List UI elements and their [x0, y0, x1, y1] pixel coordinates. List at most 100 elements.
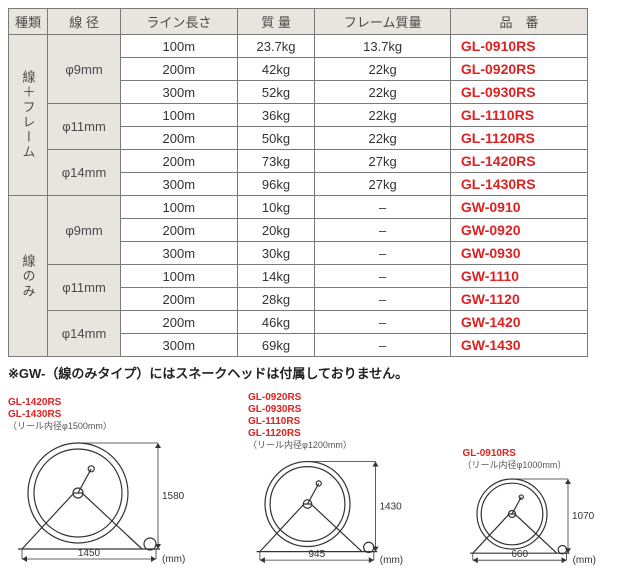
- col-type: 種類: [9, 9, 48, 35]
- len-cell: 100m: [121, 196, 238, 219]
- svg-text:1580: 1580: [162, 491, 185, 502]
- part-number-cell: GW-0910: [450, 196, 587, 219]
- table-row: φ14mm200m46kg–GW-1420: [9, 311, 588, 334]
- fmass-cell: 22kg: [315, 81, 450, 104]
- table-row: φ14mm200m73kg27kgGL-1420RS: [9, 150, 588, 173]
- col-part-no: 品 番: [450, 9, 587, 35]
- mass-cell: 42kg: [237, 58, 315, 81]
- diagram: GL-1420RSGL-1430RS（リール内径φ1500mm） 1580 1450…: [8, 397, 228, 579]
- mass-cell: 36kg: [237, 104, 315, 127]
- col-frame-mass: フレーム質量: [315, 9, 450, 35]
- mass-cell: 14kg: [237, 265, 315, 288]
- len-cell: 200m: [121, 311, 238, 334]
- mass-cell: 28kg: [237, 288, 315, 311]
- fmass-cell: –: [315, 196, 450, 219]
- table-row: φ11mm100m36kg22kgGL-1110RS: [9, 104, 588, 127]
- diagram-labels: GL-0920RSGL-0930RSGL-1110RSGL-1120RS（リール…: [248, 392, 443, 451]
- len-cell: 100m: [121, 265, 238, 288]
- category-cell: 線のみ: [9, 196, 48, 357]
- diagram-subtitle: （リール内径φ1500mm）: [8, 421, 228, 432]
- fmass-cell: –: [315, 311, 450, 334]
- col-length: ライン長さ: [121, 9, 238, 35]
- mass-cell: 52kg: [237, 81, 315, 104]
- part-number-cell: GL-0930RS: [450, 81, 587, 104]
- table-row: 線のみφ9mm100m10kg–GW-0910: [9, 196, 588, 219]
- mass-cell: 46kg: [237, 311, 315, 334]
- fmass-cell: –: [315, 265, 450, 288]
- mass-cell: 50kg: [237, 127, 315, 150]
- svg-text:945: 945: [309, 549, 326, 560]
- spec-table-body: 線＋フレームφ9mm100m23.7kg13.7kgGL-0910RS200m4…: [9, 35, 588, 357]
- diameter-cell: φ11mm: [48, 265, 121, 311]
- diagram-labels: GL-1420RSGL-1430RS（リール内径φ1500mm）: [8, 397, 228, 432]
- mass-cell: 96kg: [237, 173, 315, 196]
- fmass-cell: –: [315, 219, 450, 242]
- diagram: GL-0910RS（リール内径φ1000mm） 1070 660 (mm): [463, 448, 632, 579]
- diagram-part-number: GL-0930RS: [248, 404, 443, 416]
- part-number-cell: GW-1120: [450, 288, 587, 311]
- part-number-cell: GW-1430: [450, 334, 587, 357]
- table-row: φ11mm100m14kg–GW-1110: [9, 265, 588, 288]
- part-number-cell: GW-0920: [450, 219, 587, 242]
- diameter-cell: φ14mm: [48, 150, 121, 196]
- diameter-cell: φ9mm: [48, 196, 121, 265]
- fmass-cell: 22kg: [315, 104, 450, 127]
- len-cell: 200m: [121, 127, 238, 150]
- len-cell: 300m: [121, 81, 238, 104]
- len-cell: 100m: [121, 104, 238, 127]
- fmass-cell: –: [315, 242, 450, 265]
- len-cell: 200m: [121, 58, 238, 81]
- diagram-part-number: GL-1110RS: [248, 416, 443, 428]
- fmass-cell: –: [315, 288, 450, 311]
- mass-cell: 69kg: [237, 334, 315, 357]
- footnote: ※GW-（線のみタイプ）にはスネークヘッドは付属しておりません。: [8, 363, 632, 382]
- mass-cell: 10kg: [237, 196, 315, 219]
- diagram-part-number: GL-0910RS: [463, 448, 632, 460]
- svg-text:(mm): (mm): [162, 554, 185, 565]
- len-cell: 200m: [121, 288, 238, 311]
- fmass-cell: 13.7kg: [315, 35, 450, 58]
- diagram-row: GL-1420RSGL-1430RS（リール内径φ1500mm） 1580 1450…: [8, 392, 632, 578]
- len-cell: 300m: [121, 242, 238, 265]
- category-cell: 線＋フレーム: [9, 35, 48, 196]
- part-number-cell: GL-1430RS: [450, 173, 587, 196]
- part-number-cell: GL-0910RS: [450, 35, 587, 58]
- diameter-cell: φ9mm: [48, 35, 121, 104]
- svg-text:1070: 1070: [572, 511, 595, 522]
- diagram-subtitle: （リール内径φ1200mm）: [248, 440, 443, 451]
- part-number-cell: GL-1120RS: [450, 127, 587, 150]
- mass-cell: 73kg: [237, 150, 315, 173]
- col-diameter: 線 径: [48, 9, 121, 35]
- len-cell: 200m: [121, 150, 238, 173]
- diameter-cell: φ11mm: [48, 104, 121, 150]
- fmass-cell: 22kg: [315, 127, 450, 150]
- part-number-cell: GL-0920RS: [450, 58, 587, 81]
- mass-cell: 23.7kg: [237, 35, 315, 58]
- part-number-cell: GL-1420RS: [450, 150, 587, 173]
- len-cell: 200m: [121, 219, 238, 242]
- diagram-part-number: GL-0920RS: [248, 392, 443, 404]
- diagram-part-number: GL-1430RS: [8, 409, 228, 421]
- diagram-part-number: GL-1420RS: [8, 397, 228, 409]
- len-cell: 300m: [121, 334, 238, 357]
- part-number-cell: GW-0930: [450, 242, 587, 265]
- reel-diagram: 1430945(mm): [248, 453, 443, 579]
- fmass-cell: 22kg: [315, 58, 450, 81]
- svg-text:1430: 1430: [380, 501, 403, 512]
- diagram-labels: GL-0910RS（リール内径φ1000mm）: [463, 448, 632, 471]
- part-number-cell: GW-1420: [450, 311, 587, 334]
- mass-cell: 30kg: [237, 242, 315, 265]
- diagram-subtitle: （リール内径φ1000mm）: [463, 460, 632, 471]
- mass-cell: 20kg: [237, 219, 315, 242]
- col-mass: 質 量: [237, 9, 315, 35]
- diagram-part-number: GL-1120RS: [248, 428, 443, 440]
- part-number-cell: GL-1110RS: [450, 104, 587, 127]
- diagram: GL-0920RSGL-0930RSGL-1110RSGL-1120RS（リール…: [248, 392, 443, 578]
- len-cell: 300m: [121, 173, 238, 196]
- part-number-cell: GW-1110: [450, 265, 587, 288]
- len-cell: 100m: [121, 35, 238, 58]
- spec-table: 種類 線 径 ライン長さ 質 量 フレーム質量 品 番 線＋フレームφ9mm10…: [8, 8, 588, 357]
- svg-text:660: 660: [511, 549, 528, 560]
- svg-text:1450: 1450: [78, 548, 101, 559]
- svg-text:(mm): (mm): [572, 555, 595, 566]
